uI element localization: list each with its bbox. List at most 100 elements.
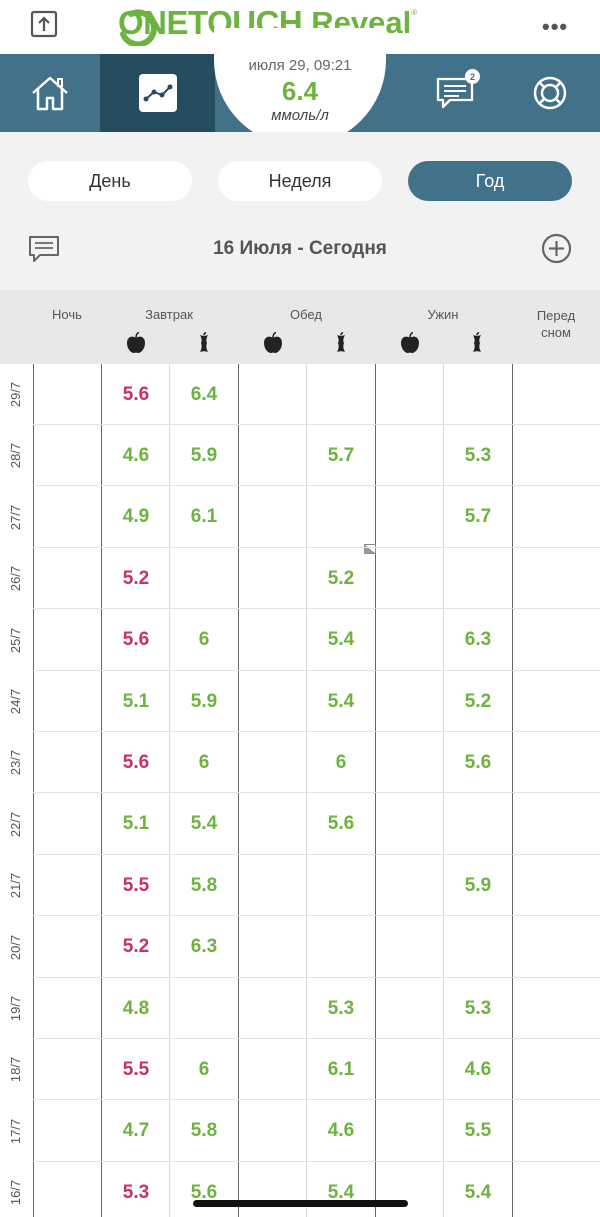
lunch-before-cell[interactable] — [239, 794, 307, 855]
note-icon[interactable] — [28, 234, 60, 269]
breakfast-after-cell[interactable]: 6.1 — [190, 506, 218, 528]
nav-support-button[interactable] — [520, 54, 580, 132]
breakfast-before-cell[interactable]: 5.6 — [122, 383, 150, 405]
breakfast-before-cell[interactable]: 4.7 — [122, 1120, 150, 1142]
lunch-before-cell[interactable] — [239, 732, 307, 793]
breakfast-before-cell[interactable]: 4.8 — [122, 997, 150, 1019]
dinner-after-cell[interactable] — [444, 917, 512, 978]
dinner-before-cell[interactable] — [376, 425, 444, 486]
share-icon[interactable] — [30, 10, 60, 38]
lunch-before-cell[interactable] — [239, 671, 307, 732]
dinner-before-cell[interactable] — [376, 1162, 444, 1217]
dinner-before-cell[interactable] — [376, 1039, 444, 1100]
lunch-after-cell[interactable]: 5.4 — [327, 690, 355, 712]
lunch-before-cell[interactable] — [239, 1039, 307, 1100]
lunch-before-cell[interactable] — [239, 425, 307, 486]
lunch-before-cell[interactable] — [239, 487, 307, 548]
dinner-after-cell[interactable] — [444, 364, 512, 425]
breakfast-before-cell[interactable]: 5.2 — [122, 567, 150, 589]
lunch-before-cell[interactable] — [239, 855, 307, 916]
dinner-after-cell[interactable] — [444, 548, 512, 609]
breakfast-after-cell[interactable]: 6.4 — [190, 383, 218, 405]
breakfast-before-cell[interactable]: 5.5 — [122, 1058, 150, 1080]
dinner-after-cell[interactable]: 5.6 — [464, 751, 492, 773]
tab-year[interactable]: Год — [408, 161, 572, 201]
dinner-after-cell[interactable]: 5.5 — [464, 1120, 492, 1142]
lunch-before-cell[interactable] — [239, 548, 307, 609]
breakfast-before-cell[interactable]: 5.6 — [122, 751, 150, 773]
lunch-after-cell[interactable]: 6.1 — [327, 1058, 355, 1080]
dinner-before-cell[interactable] — [376, 1101, 444, 1162]
dinner-before-cell[interactable] — [376, 671, 444, 732]
more-menu-button[interactable]: ••• — [542, 14, 569, 39]
dinner-after-cell[interactable]: 5.3 — [464, 444, 492, 466]
tab-day[interactable]: День — [28, 161, 192, 201]
breakfast-before-cell[interactable]: 5.5 — [122, 874, 150, 896]
dinner-after-cell[interactable]: 4.6 — [464, 1058, 492, 1080]
breakfast-before-cell[interactable]: 5.1 — [122, 690, 150, 712]
dinner-after-cell[interactable]: 5.4 — [464, 1181, 492, 1203]
note-indicator-icon[interactable] — [364, 544, 376, 554]
lunch-before-cell[interactable] — [239, 364, 307, 425]
lunch-after-cell[interactable] — [307, 917, 375, 978]
nav-home-button[interactable] — [0, 54, 100, 132]
dinner-after-cell[interactable]: 5.2 — [464, 690, 492, 712]
lunch-after-cell[interactable]: 5.3 — [327, 997, 355, 1019]
lunch-before-cell[interactable] — [239, 1101, 307, 1162]
dinner-before-cell[interactable] — [376, 548, 444, 609]
logbook-row: 18/7 5.5 6 6.1 4.6 — [0, 1039, 600, 1101]
logbook-grid: 29/7 5.6 6.4 28/7 4.6 5.9 5.7 5.3 27/7 4.9 6.1 5.7 2… — [0, 364, 600, 1217]
logo-registered-mark: ® — [411, 8, 418, 17]
dinner-before-cell[interactable] — [376, 732, 444, 793]
dinner-before-cell[interactable] — [376, 610, 444, 671]
breakfast-after-cell[interactable]: 5.6 — [190, 1181, 218, 1203]
lunch-before-cell[interactable] — [239, 978, 307, 1039]
add-entry-icon[interactable] — [541, 233, 572, 269]
breakfast-before-cell[interactable]: 5.3 — [122, 1181, 150, 1203]
dinner-before-cell[interactable] — [376, 364, 444, 425]
lunch-after-cell[interactable]: 4.6 — [327, 1120, 355, 1142]
lunch-after-cell[interactable] — [307, 855, 375, 916]
dinner-after-cell[interactable]: 5.7 — [464, 506, 492, 528]
dinner-after-cell[interactable]: 5.3 — [464, 997, 492, 1019]
breakfast-after-cell[interactable]: 6.3 — [190, 936, 218, 958]
breakfast-before-cell[interactable]: 4.9 — [122, 506, 150, 528]
dinner-before-cell[interactable] — [376, 917, 444, 978]
lunch-after-cell[interactable]: 6 — [335, 751, 347, 773]
breakfast-after-cell[interactable]: 6 — [198, 1058, 210, 1080]
nav-trends-button[interactable] — [100, 54, 215, 132]
lunch-after-cell[interactable]: 5.7 — [327, 444, 355, 466]
lunch-before-cell[interactable] — [239, 1162, 307, 1217]
dinner-before-cell[interactable] — [376, 978, 444, 1039]
dinner-before-cell[interactable] — [376, 487, 444, 548]
lunch-after-cell[interactable]: 5.6 — [327, 813, 355, 835]
tab-week[interactable]: Неделя — [218, 161, 382, 201]
breakfast-after-cell[interactable] — [170, 548, 238, 609]
lunch-before-cell[interactable] — [239, 610, 307, 671]
lunch-after-cell[interactable]: 5.2 — [327, 567, 355, 589]
lunch-after-cell[interactable]: 5.4 — [327, 629, 355, 651]
nav-messages-button[interactable]: 2 — [420, 54, 490, 132]
dinner-after-cell[interactable]: 6.3 — [464, 629, 492, 651]
breakfast-after-cell[interactable]: 5.9 — [190, 690, 218, 712]
lunch-after-cell[interactable]: 5.4 — [327, 1181, 355, 1203]
breakfast-before-cell[interactable]: 5.6 — [122, 629, 150, 651]
lunch-after-cell[interactable] — [307, 364, 375, 425]
breakfast-after-cell[interactable]: 5.9 — [190, 444, 218, 466]
breakfast-after-cell[interactable]: 6 — [198, 751, 210, 773]
breakfast-after-cell[interactable]: 6 — [198, 629, 210, 651]
breakfast-before-cell[interactable]: 5.2 — [122, 936, 150, 958]
dinner-before-cell[interactable] — [376, 794, 444, 855]
lunch-after-cell[interactable] — [307, 487, 375, 548]
breakfast-after-cell[interactable]: 5.8 — [190, 874, 218, 896]
dinner-after-cell[interactable]: 5.9 — [464, 874, 492, 896]
breakfast-after-cell[interactable]: 5.4 — [190, 813, 218, 835]
dinner-before-cell[interactable] — [376, 855, 444, 916]
breakfast-after-cell[interactable] — [170, 978, 238, 1039]
row-date-text: 19/7 — [8, 995, 24, 1022]
breakfast-after-cell[interactable]: 5.8 — [190, 1120, 218, 1142]
dinner-after-cell[interactable] — [444, 794, 512, 855]
breakfast-before-cell[interactable]: 4.6 — [122, 444, 150, 466]
lunch-before-cell[interactable] — [239, 917, 307, 978]
breakfast-before-cell[interactable]: 5.1 — [122, 813, 150, 835]
